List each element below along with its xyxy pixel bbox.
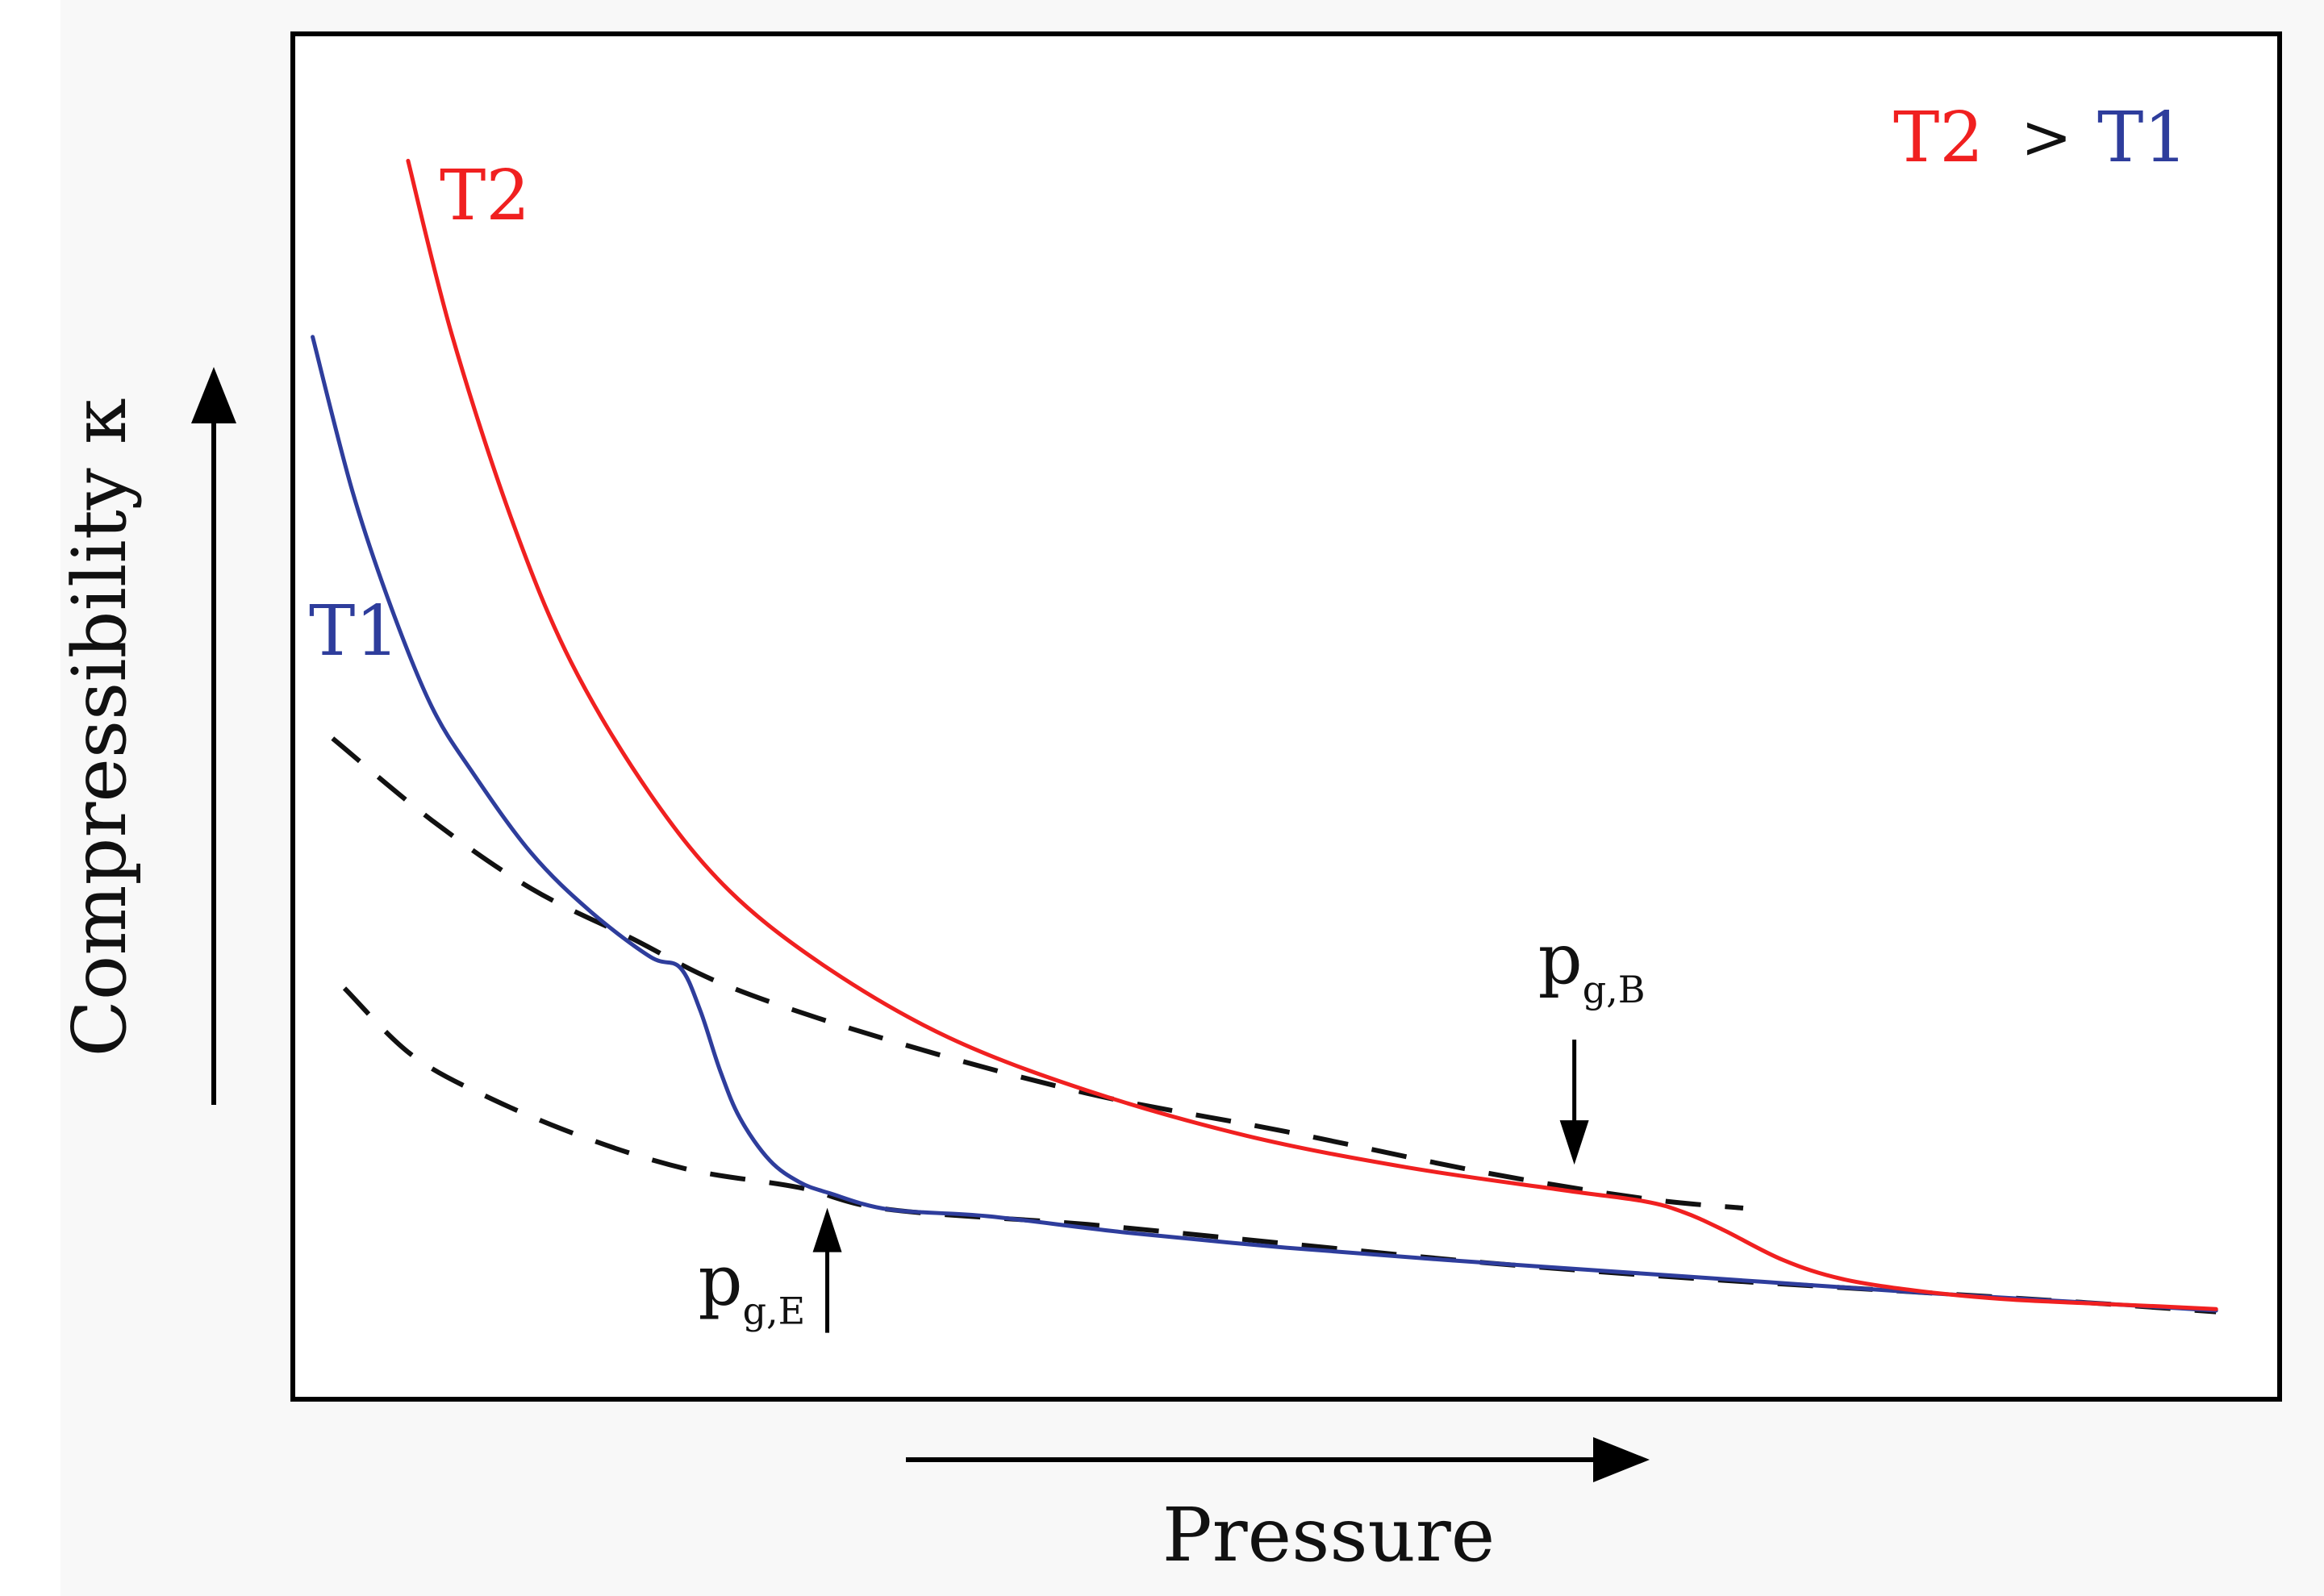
dashed-line-upper [331,736,1744,1211]
annotation-label-base-pgB: p [1538,919,1583,1000]
annotation-layer: pg,Epg,B [699,919,1646,1333]
annotation-label-pgE: pg,E [699,1241,806,1333]
x-axis-label: Pressure [1162,1492,1495,1578]
y-axis-label: Compressibility κ [56,398,143,1056]
series-line-t2 [406,158,2218,1311]
annotation-label-base-pgE: p [699,1241,743,1322]
series-label-t1: T1 [309,591,399,672]
annotation-label-sub-pgE: g,E [743,1290,806,1333]
plot-frame [290,31,2282,1402]
annotation-arrow-head-pgE [812,1207,842,1252]
legend: T2 > T1 [1893,98,2188,178]
annotation-label-pgB: pg,B [1538,919,1646,1011]
dashed-line-lower [342,986,2217,1315]
annotation-arrow-head-pgB [1559,1120,1589,1165]
annotation-pgE: pg,E [699,1207,842,1333]
annotation-label-sub-pgB: g,B [1583,968,1646,1011]
legend-t2-label: T2 [1893,98,1984,178]
y-axis-arrow [191,367,236,1105]
legend-gt-symbol: > [2021,101,2072,173]
annotation-pgB: pg,B [1538,919,1646,1165]
series-label-t2: T2 [440,156,530,236]
series-layer [311,158,2218,1315]
series-line-t1 [311,335,2218,1313]
x-axis-arrow [906,1437,1650,1482]
legend-t1-label: T1 [2097,98,2188,178]
